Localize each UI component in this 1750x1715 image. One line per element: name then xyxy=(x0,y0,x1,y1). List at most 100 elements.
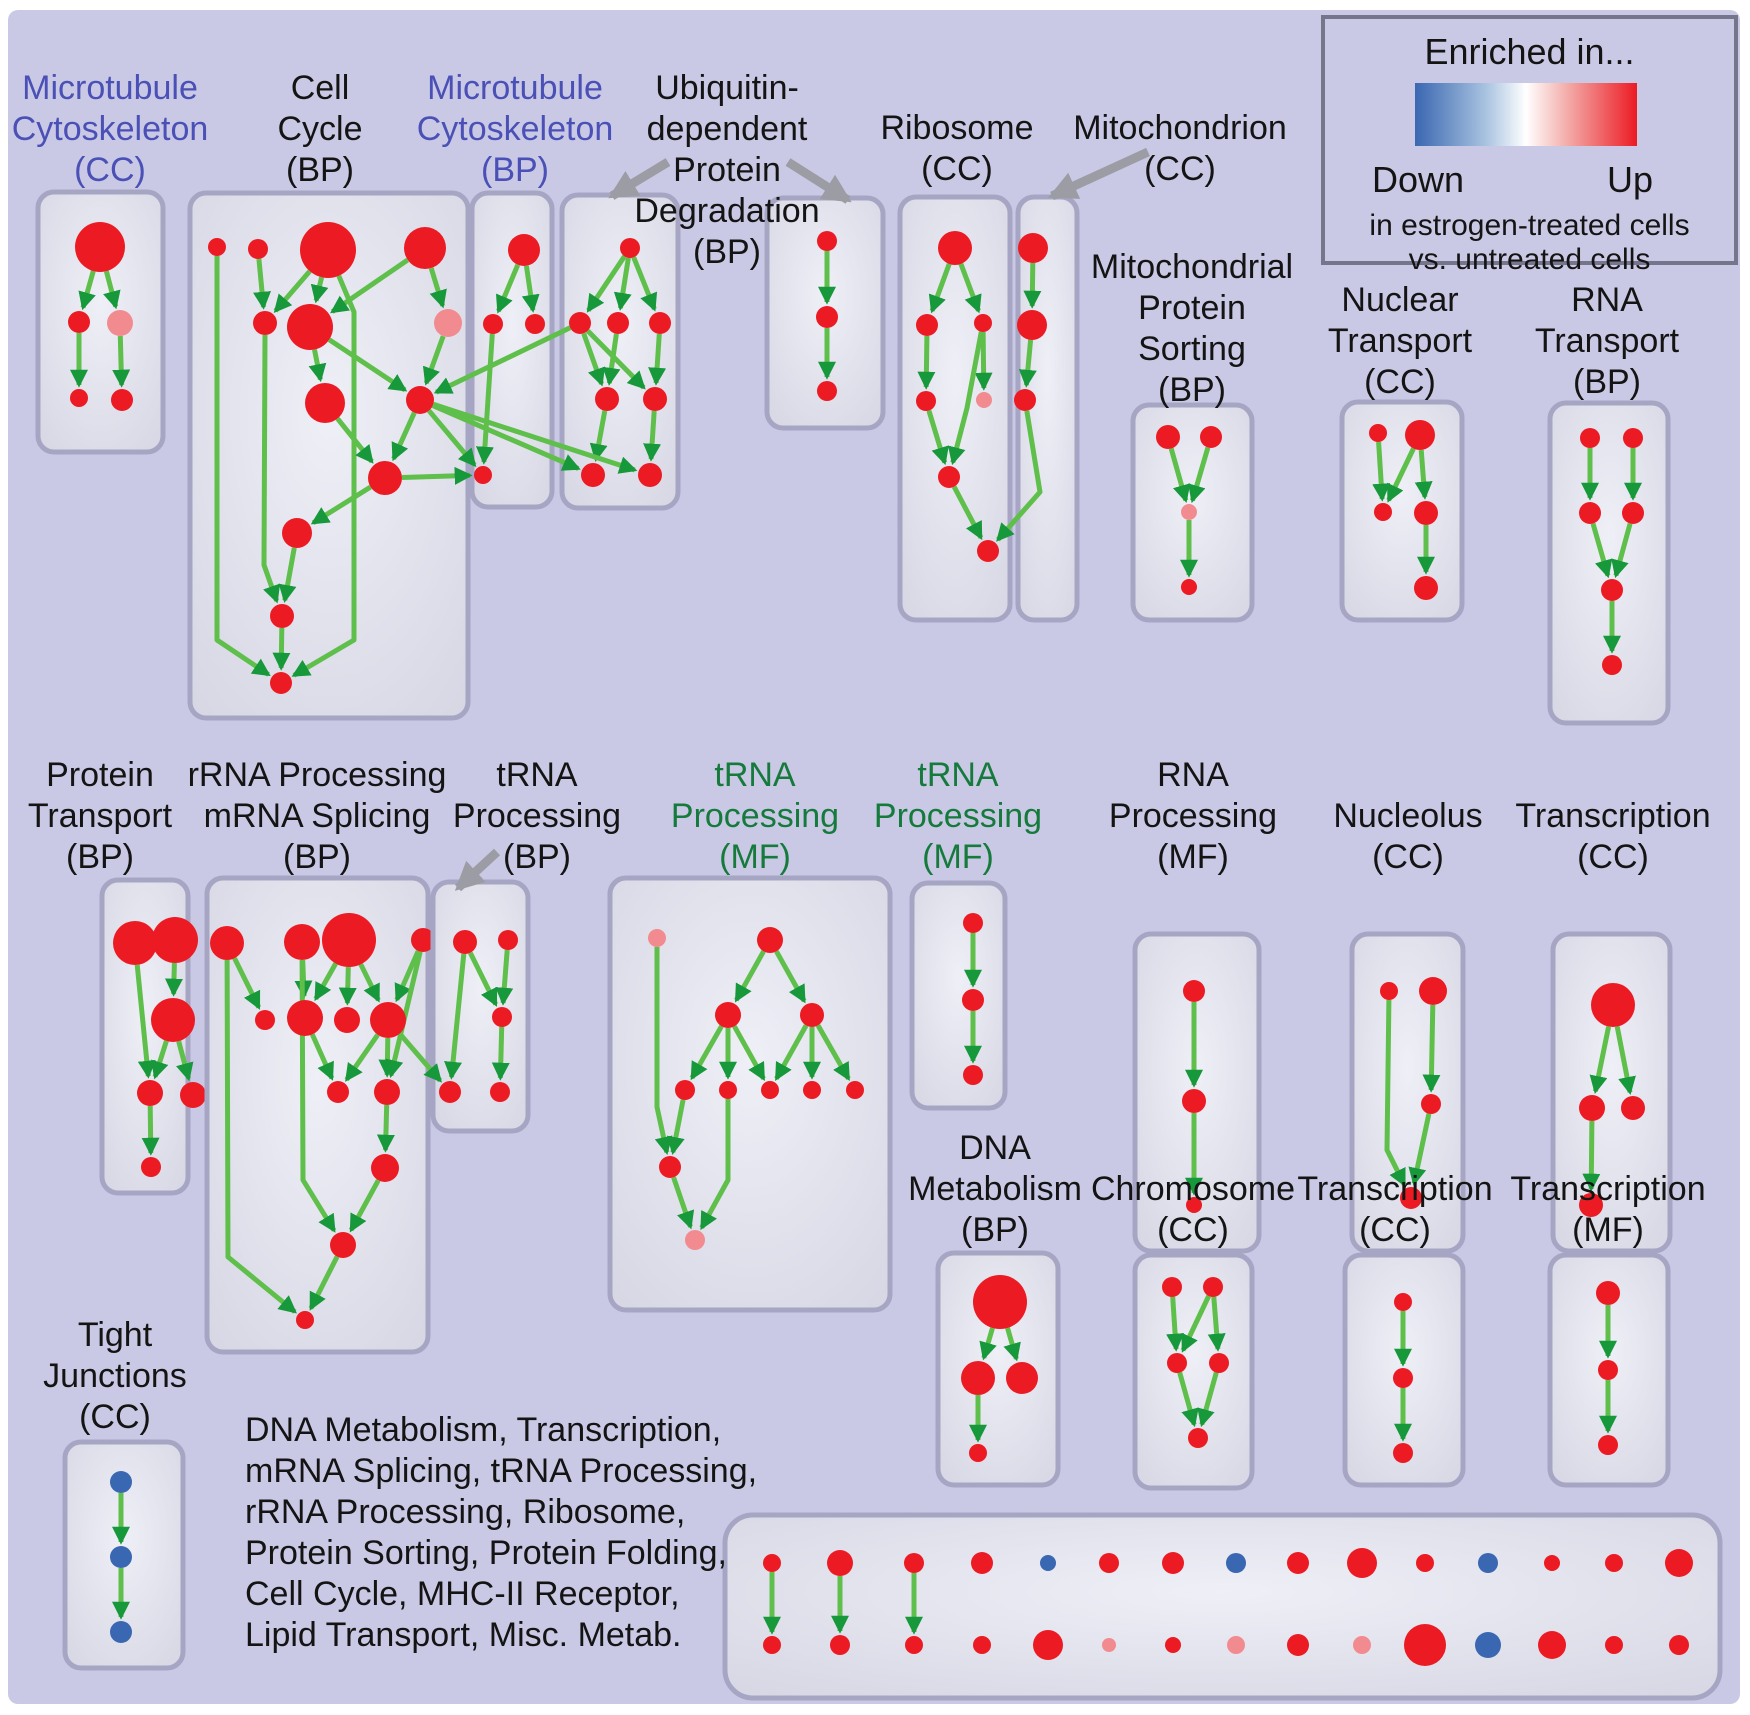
node-misc-band-25 xyxy=(1404,1624,1446,1666)
edge-protein-transport-bp-0 xyxy=(164,962,183,997)
node-protein-transport-bp-1 xyxy=(152,917,198,963)
node-cell-cycle-bp-11 xyxy=(270,604,294,628)
note-line-5: Lipid Transport, Misc. Metab. xyxy=(245,1616,682,1654)
cluster-label-rna-processing-mf-line-2: (MF) xyxy=(1157,838,1229,876)
cluster-label-microtubule-cytoskeleton-cc-line-0: Microtubule xyxy=(22,69,198,107)
node-rrna-processing-mrna-splicing-bp-8 xyxy=(327,1081,349,1103)
node-chromosome-cc-2 xyxy=(1167,1353,1187,1373)
cluster-label-rna-transport-bp-line-0: RNA xyxy=(1571,281,1643,319)
node-misc-band-24 xyxy=(1353,1636,1371,1654)
label-pointer-arrow-0 xyxy=(608,158,671,200)
node-microtubule-cytoskeleton-cc-2 xyxy=(107,310,133,336)
node-protein-transport-bp-0 xyxy=(113,921,157,965)
node-misc-band-20 xyxy=(1102,1638,1116,1652)
cluster-label-trna-processing-bp-line-2: (BP) xyxy=(503,838,571,876)
cluster-box-dna-metabolism-bp xyxy=(935,1250,1061,1488)
legend-up-label: Up xyxy=(1606,159,1654,200)
edge-ubiquitin-dependent-protein-degradation-bp-0 xyxy=(586,254,627,313)
edge-ubiquitin-dependent-protein-degradation-bp-6 xyxy=(648,333,667,386)
legend-title: Enriched in... xyxy=(1424,31,1635,72)
edge-dna-metabolism-bp-0 xyxy=(979,1327,997,1361)
edge-cell-cycle-bp-1 xyxy=(253,258,272,310)
edge-trna-processing-mf-1-8 xyxy=(654,947,673,1155)
note-line-1: mRNA Splicing, tRNA Processing, xyxy=(245,1452,757,1490)
edge-ubiquitin-dependent-protein-degradation-bp-2 xyxy=(631,256,658,312)
edge-cell-cycle-bp-15 xyxy=(272,627,291,671)
edge-rrna-processing-mrna-splicing-bp-9 xyxy=(378,1037,397,1078)
cluster-trna-processing-mf-1 xyxy=(607,875,893,1313)
node-cell-cycle-bp-3 xyxy=(404,227,446,269)
edge-trna-processing-mf-1-10 xyxy=(699,1099,731,1231)
cluster-label-microtubule-cytoskeleton-bp-line-1: Cytoskeleton xyxy=(417,110,614,148)
edge-ribosome-cc-2 xyxy=(917,335,936,390)
cluster-microtubule-cytoskeleton-bp xyxy=(469,190,555,510)
node-nuclear-transport-cc-4 xyxy=(1414,576,1438,600)
node-nuclear-transport-cc-3 xyxy=(1414,501,1438,525)
node-transcription-mf-2 xyxy=(1598,1435,1618,1455)
cluster-box-misc-band xyxy=(722,1512,1723,1701)
cluster-label-mitochondrial-protein-sorting-bp-line-2: Sorting xyxy=(1138,330,1246,368)
edge-cell-cycle-bp-5 xyxy=(330,257,410,314)
cluster-label-microtubule-cytoskeleton-bp-line-0: Microtubule xyxy=(427,69,603,107)
cluster-rna-processing-mf xyxy=(1132,931,1262,1254)
cross-edge-5 xyxy=(996,410,1043,542)
cluster-box-trna-processing-mf-2 xyxy=(909,880,1008,1111)
cluster-label-transcription-mf-line-0: Transcription xyxy=(1510,1170,1705,1208)
node-nucleolus-cc-3 xyxy=(1400,1187,1422,1209)
cluster-label-tight-junctions-cc-line-1: Junctions xyxy=(43,1357,187,1395)
node-misc-band-9 xyxy=(1347,1548,1377,1578)
legend-gradient xyxy=(1415,83,1637,146)
edge-ubiquitin-dependent-protein-degradation-bp-5 xyxy=(585,329,646,390)
cluster-tight-junctions-cc xyxy=(62,1439,186,1671)
cluster-transcription-cc-row2 xyxy=(1550,931,1673,1254)
node-misc-band-14 xyxy=(1665,1549,1693,1577)
node-misc-band-23 xyxy=(1287,1634,1309,1656)
edge-rrna-processing-mrna-splicing-bp-1 xyxy=(232,957,262,1010)
edge-cell-cycle-bp-2 xyxy=(273,269,312,313)
cluster-box-nuclear-transport-cc xyxy=(1339,399,1465,623)
node-misc-band-13 xyxy=(1605,1554,1623,1572)
edge-trna-processing-mf-1-2 xyxy=(689,1025,724,1081)
cluster-label-microtubule-cytoskeleton-cc-line-1: Cytoskeleton xyxy=(12,110,209,148)
node-ubiquitin-dependent-protein-degradation-bp-5 xyxy=(643,387,667,411)
cluster-ribosome-cc xyxy=(897,194,1013,623)
node-rna-transport-bp-5 xyxy=(1602,655,1622,675)
edge-rrna-processing-mrna-splicing-bp-6 xyxy=(394,949,421,1003)
node-trna-processing-mf-1-1 xyxy=(757,927,783,953)
cluster-mitochondrion-cc xyxy=(1014,194,1080,623)
node-rna-processing-mf-0 xyxy=(1183,980,1205,1002)
edge-rrna-processing-mrna-splicing-bp-0 xyxy=(224,959,297,1314)
node-misc-band-10 xyxy=(1416,1554,1434,1572)
cross-edge-0 xyxy=(427,409,477,468)
cluster-label-mitochondrion-cc-line-0: Mitochondrion xyxy=(1073,109,1287,147)
edge-cell-cycle-bp-6 xyxy=(428,267,447,309)
node-rrna-processing-mrna-splicing-bp-3 xyxy=(411,928,435,952)
edge-mitochondrial-protein-sorting-bp-1 xyxy=(1188,446,1211,504)
edge-rrna-processing-mrna-splicing-bp-3 xyxy=(313,962,338,1002)
cluster-label-ubiquitin-dependent-protein-degradation-bp-line-3: Degradation xyxy=(634,192,819,230)
edge-nucleolus-cc-2 xyxy=(1408,1113,1432,1186)
cluster-label-ubiquitin-dependent-protein-degradation-bp-line-0: Ubiquitin- xyxy=(655,69,799,107)
cluster-label-nuclear-transport-cc-line-2: (CC) xyxy=(1364,363,1436,401)
node-transcription-cc-row2-2 xyxy=(1621,1096,1645,1120)
edge-nuclear-transport-cc-0 xyxy=(1372,441,1391,502)
legend-caption-line1: in estrogen-treated cells xyxy=(1369,209,1690,242)
edge-trna-processing-bp-3 xyxy=(491,1026,510,1081)
edge-ribosome-cc-1 xyxy=(958,263,982,314)
node-trna-processing-mf-1-4 xyxy=(675,1080,695,1100)
node-chromosome-cc-0 xyxy=(1162,1277,1182,1297)
node-rna-transport-bp-1 xyxy=(1623,428,1643,448)
node-ubiquitin-degradation-bp-2-2 xyxy=(817,381,837,401)
edge-mitochondrion-cc-1 xyxy=(1018,339,1037,388)
node-ubiquitin-dependent-protein-degradation-bp-7 xyxy=(638,463,662,487)
cluster-label-mitochondrial-protein-sorting-bp-line-0: Mitochondrial xyxy=(1091,248,1293,286)
node-misc-band-17 xyxy=(905,1636,923,1654)
node-microtubule-cytoskeleton-bp-0 xyxy=(508,234,540,266)
cluster-cell-cycle-bp xyxy=(187,190,471,721)
cluster-box-rna-transport-bp xyxy=(1547,400,1671,726)
node-rrna-processing-mrna-splicing-bp-4 xyxy=(255,1010,275,1030)
node-rrna-processing-mrna-splicing-bp-10 xyxy=(371,1154,399,1182)
node-cell-cycle-bp-8 xyxy=(406,386,434,414)
edge-microtubule-cytoskeleton-cc-0 xyxy=(78,270,96,311)
cross-edge-1 xyxy=(401,466,473,485)
